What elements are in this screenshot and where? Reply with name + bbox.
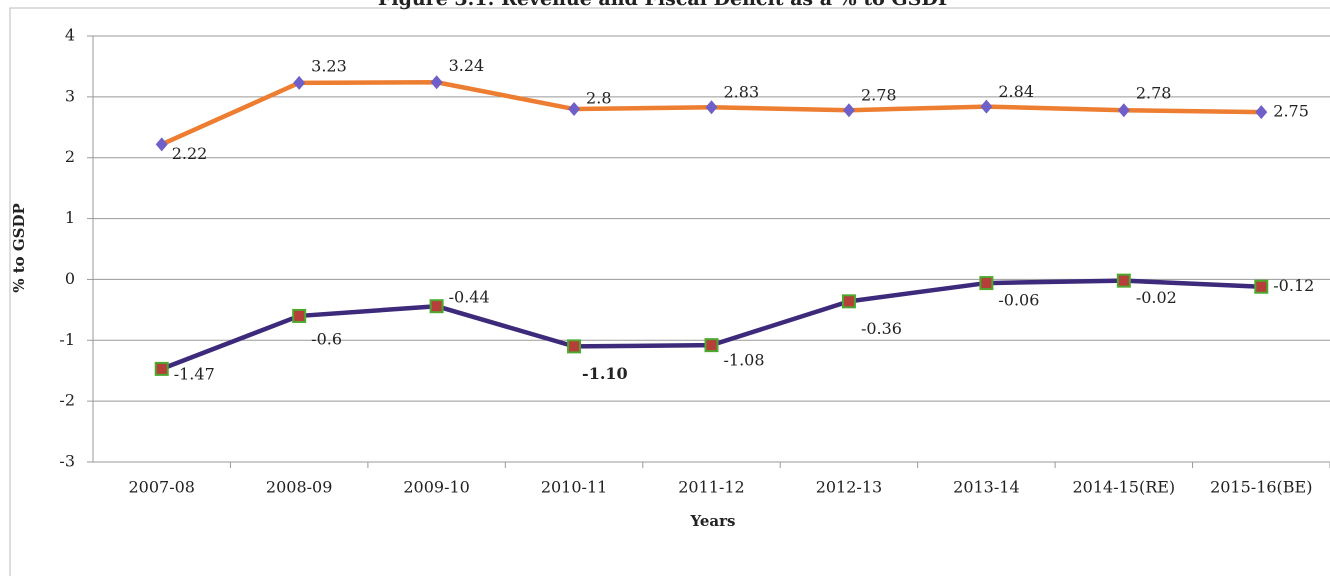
x-axis-title: Years [689, 512, 735, 530]
y-tick-label: 1 [65, 208, 75, 227]
x-tick-label: 2010-11 [541, 478, 607, 497]
y-tick-label: 3 [65, 86, 75, 105]
data-label: 3.23 [311, 56, 347, 75]
y-tick-label: -3 [59, 452, 75, 471]
data-label: 2.8 [586, 89, 611, 108]
y-tick-label: 2 [65, 147, 75, 166]
data-label: -0.36 [861, 319, 902, 338]
x-tick-label: 2009-10 [403, 478, 469, 497]
point [293, 75, 306, 90]
data-label: 2.83 [724, 83, 760, 102]
data-label: 2.78 [861, 86, 897, 105]
point [568, 102, 581, 117]
data-label: -0.12 [1273, 276, 1314, 295]
chart-border [9, 7, 1330, 576]
point [704, 338, 719, 353]
data-label: -1.08 [724, 351, 765, 370]
point [841, 294, 856, 309]
data-label: -0.44 [449, 288, 490, 307]
data-label: 2.84 [998, 82, 1034, 101]
point [1255, 105, 1268, 120]
point [979, 276, 994, 291]
y-tick-label: 4 [65, 26, 75, 45]
point [429, 299, 444, 314]
point [430, 75, 443, 90]
point [1117, 103, 1130, 118]
data-label: 2.78 [1136, 84, 1172, 103]
data-label: -1.47 [174, 364, 215, 383]
data-label: -0.02 [1136, 288, 1177, 307]
y-axis-title: % to GSDP [10, 203, 28, 293]
point [567, 339, 582, 354]
x-tick-label: 2008-09 [266, 478, 332, 497]
chart-title: Figure 3.1: Revenue and Fiscal Deficit a… [378, 0, 952, 10]
x-tick-label: 2015-16(BE) [1210, 478, 1312, 497]
point [980, 99, 993, 114]
point [842, 103, 855, 118]
series-line [160, 278, 1262, 371]
data-label: 2.22 [172, 144, 208, 163]
y-tick-label: -1 [59, 330, 75, 349]
data-label: -0.06 [998, 291, 1039, 310]
data-label: 2.75 [1273, 102, 1309, 121]
point [155, 137, 168, 152]
data-label: -1.10 [582, 364, 628, 383]
x-tick-label: 2014-15(RE) [1072, 478, 1175, 497]
point [1254, 279, 1269, 294]
point [705, 100, 718, 115]
y-tick-label: -2 [59, 391, 75, 410]
point [1116, 273, 1131, 288]
data-label: 3.24 [449, 56, 485, 75]
x-tick-label: 2007-08 [128, 478, 194, 497]
x-tick-label: 2013-14 [953, 478, 1019, 497]
data-label: -0.6 [311, 329, 342, 348]
y-tick-label: 0 [65, 269, 75, 288]
point [292, 308, 307, 323]
x-tick-label: 2012-13 [816, 478, 882, 497]
x-tick-label: 2011-12 [678, 478, 744, 497]
point [154, 361, 169, 376]
